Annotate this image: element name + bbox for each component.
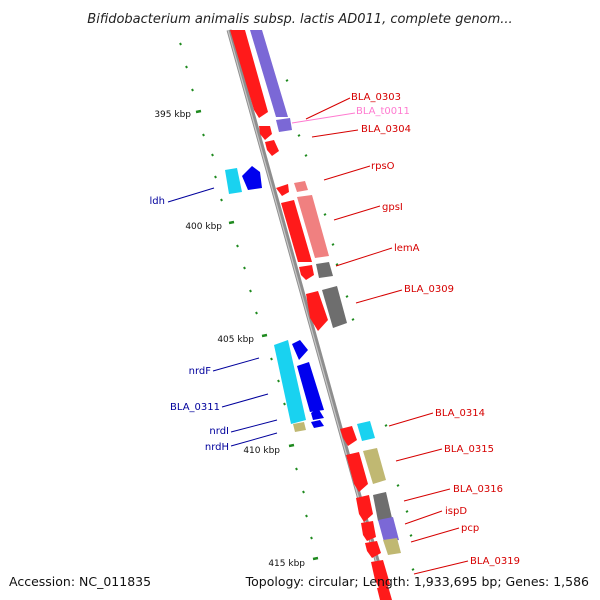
gene-feature (377, 586, 392, 600)
gene-label: BLA_0303 (351, 92, 401, 103)
gene-feature (242, 166, 262, 190)
gene-feature (363, 448, 386, 484)
gene-label: lemA (394, 243, 420, 254)
gene-feature (356, 495, 373, 522)
gene-feature (346, 452, 368, 492)
gene-feature (311, 420, 324, 428)
gene-feature (322, 286, 347, 328)
gene-feature (299, 265, 314, 280)
gene-label: BLA_0316 (453, 484, 503, 495)
gene-feature (294, 181, 308, 192)
gene-feature (276, 118, 292, 132)
gene-label: BLA_0304 (361, 124, 411, 135)
tick-label: 405 kbp (217, 335, 254, 345)
gene-label: gpsI (382, 202, 403, 213)
gene-label: pcp (461, 523, 479, 534)
gene-feature (378, 517, 399, 542)
gene-feature (259, 126, 272, 140)
gene-labels-left: ldh nrdF BLA_0311 nrdI nrdH (150, 196, 229, 453)
gene-labels-right: BLA_0303 BLA_t0011 BLA_0304 rpsO gpsI le… (351, 92, 520, 567)
gene-feature (311, 408, 324, 420)
gene-feature (225, 168, 242, 194)
gene-label: rpsO (371, 161, 395, 172)
gene-label: BLA_0309 (404, 284, 454, 295)
gene-label: BLA_0311 (170, 402, 220, 413)
gene-label: nrdH (205, 442, 229, 453)
ruler-outer-dots (285, 79, 415, 571)
gene-feature (361, 521, 376, 541)
gene-feature (250, 30, 288, 117)
tick-label: 395 kbp (154, 110, 191, 120)
gene-label: ldh (150, 196, 165, 207)
gene-feature (297, 362, 324, 412)
gene-feature (292, 340, 308, 360)
gene-feature (306, 291, 328, 331)
leader-lines (167, 97, 469, 575)
gene-feature (316, 262, 333, 278)
gene-feature (365, 541, 381, 558)
ruler (179, 42, 415, 571)
gene-feature (340, 426, 357, 446)
gene-feature (373, 492, 392, 521)
gene-label: BLA_0315 (444, 444, 494, 455)
gene-label: BLA_t0011 (356, 106, 410, 117)
gene-label: BLA_0319 (470, 556, 520, 567)
map-title: Bifidobacterium animalis subsp. lactis A… (87, 12, 512, 27)
accession-text: Accession: NC_011835 (9, 574, 151, 589)
gene-label: BLA_0314 (435, 408, 485, 419)
gene-feature (297, 195, 329, 258)
gene-feature (230, 30, 268, 118)
tick-label: 415 kbp (268, 559, 305, 569)
gene-feature (274, 340, 306, 424)
gene-feature (371, 560, 390, 590)
tick-label: 410 kbp (243, 446, 280, 456)
gene-label: ispD (445, 506, 467, 517)
tick-label: 400 kbp (185, 222, 222, 232)
kbp-labels: 395 kbp 400 kbp 405 kbp 410 kbp 415 kbp (154, 110, 305, 569)
gene-feature (383, 538, 401, 555)
gene-feature (265, 140, 279, 156)
ruler-inner-dots (179, 42, 313, 540)
gene-label: nrdI (209, 426, 229, 437)
summary-text: Topology: circular; Length: 1,933,695 bp… (245, 574, 589, 589)
ruler-major-ticks (195, 109, 319, 561)
gene-label: nrdF (189, 366, 212, 377)
gene-feature (357, 421, 375, 441)
gene-feature (293, 422, 306, 432)
gene-feature (276, 184, 289, 196)
gene-features (225, 30, 401, 600)
gene-feature (281, 200, 312, 262)
